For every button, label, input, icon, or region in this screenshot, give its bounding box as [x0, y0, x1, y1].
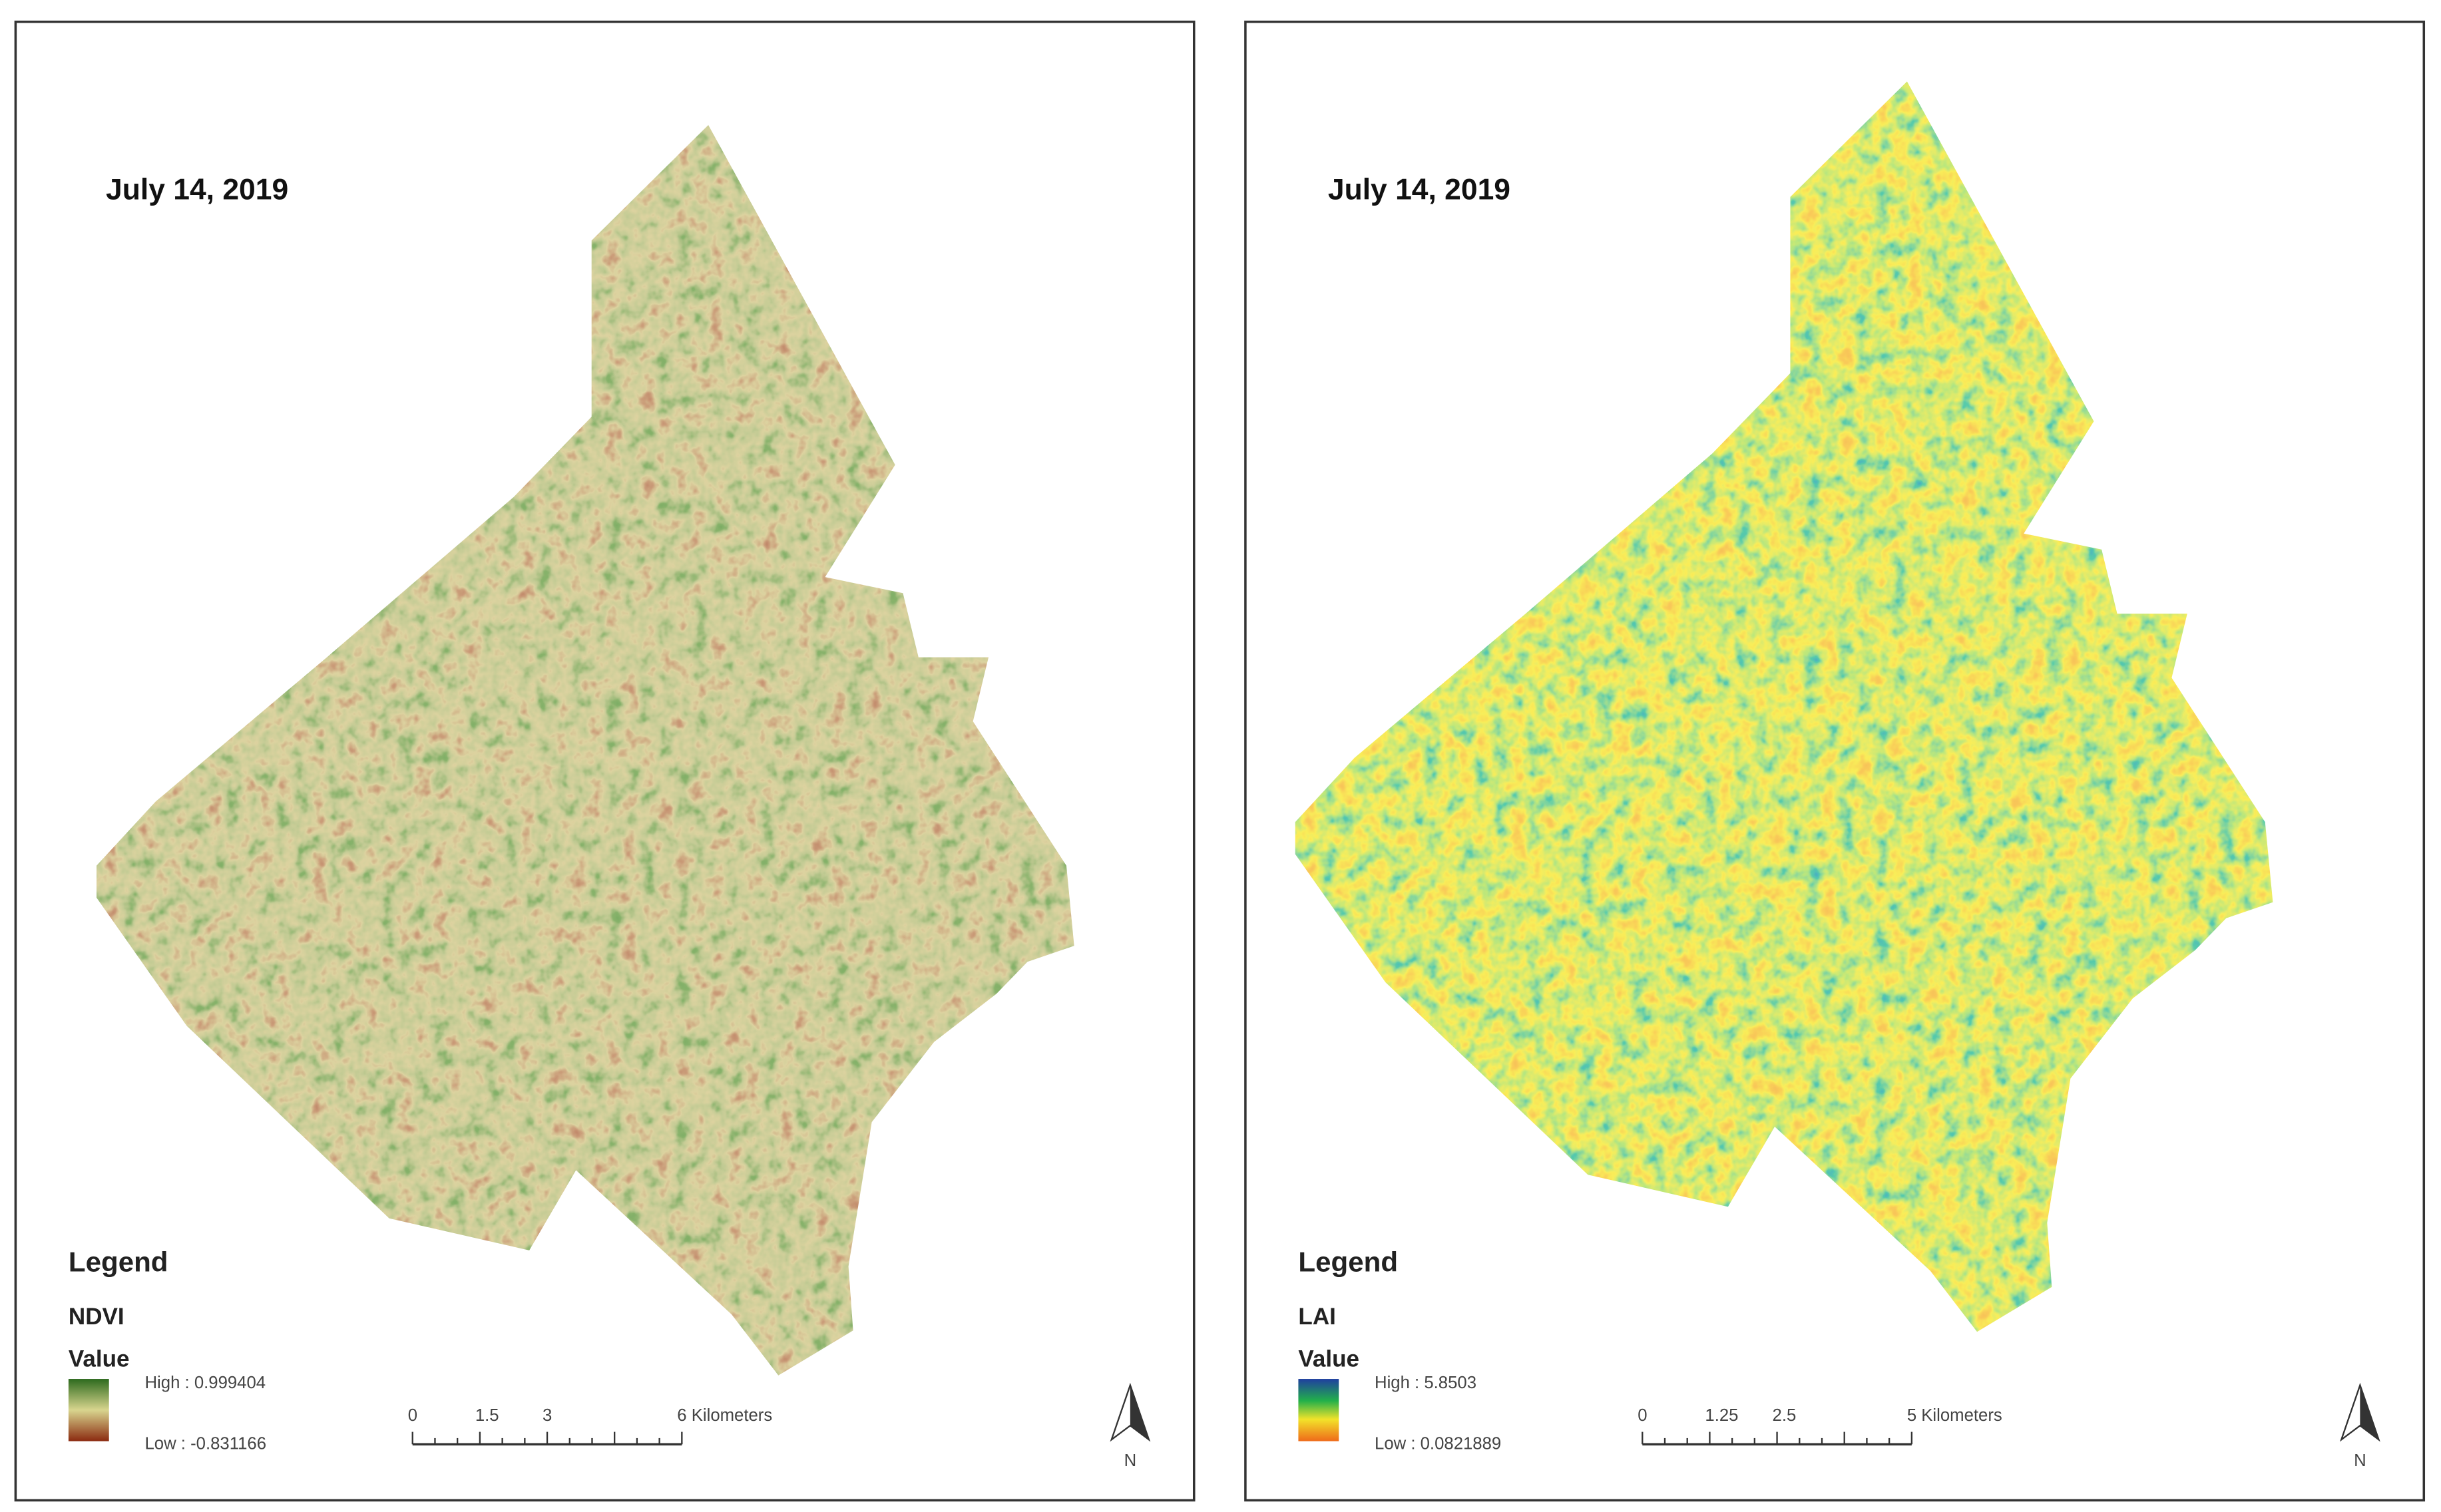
scale-label: 2.5 [1773, 1406, 1797, 1425]
value-label: Value [1298, 1346, 1359, 1372]
legend-low: Low : 0.0821889 [1375, 1434, 1501, 1453]
legend-low: Low : -0.831166 [144, 1434, 266, 1453]
map-date: July 14, 2019 [106, 173, 288, 206]
scale-label: 0 [408, 1406, 417, 1425]
north-label: N [2354, 1451, 2366, 1470]
scale-label: 1.5 [475, 1406, 499, 1425]
legend-ramp [1298, 1379, 1339, 1441]
scale-label: 6 Kilometers [677, 1406, 772, 1425]
scale-label: 5 Kilometers [1907, 1406, 2002, 1425]
legend-title: Legend [1298, 1246, 1398, 1278]
legend-ramp [68, 1379, 109, 1441]
legend-title: Legend [69, 1246, 168, 1278]
layer-name: NDVI [69, 1304, 124, 1330]
map-date: July 14, 2019 [1328, 173, 1510, 206]
scale-label: 0 [1638, 1406, 1647, 1425]
value-label: Value [69, 1346, 130, 1372]
north-label: N [1124, 1451, 1137, 1470]
scale-label: 1.25 [1705, 1406, 1738, 1425]
map-panel: July 14, 2019 Legend LAI Value High : 5.8503… [1244, 20, 2426, 1502]
scale-label: 3 [543, 1406, 552, 1425]
layer-name: LAI [1298, 1304, 1335, 1330]
map-panel: July 14, 2019 Legend NDVI Value High : 0.999… [14, 20, 1196, 1502]
legend-high: High : 5.8503 [1375, 1374, 1476, 1392]
legend-high: High : 0.999404 [144, 1374, 266, 1392]
